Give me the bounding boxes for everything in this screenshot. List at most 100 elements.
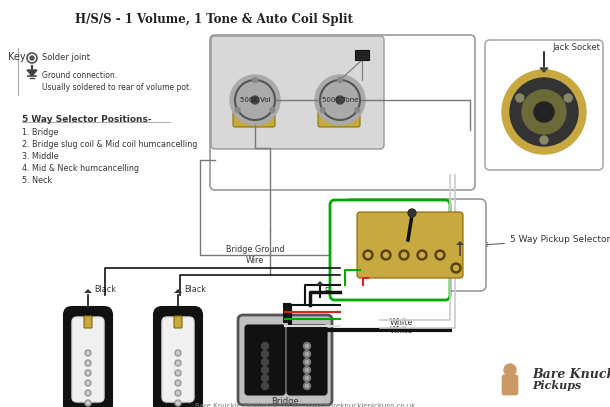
Circle shape [262, 383, 268, 389]
Text: Black & Bare: Black & Bare [325, 287, 377, 295]
Circle shape [306, 361, 309, 363]
Circle shape [262, 350, 268, 357]
Text: 500C Tone: 500C Tone [322, 97, 358, 103]
Circle shape [230, 75, 280, 125]
Circle shape [176, 381, 179, 385]
Circle shape [85, 370, 91, 376]
FancyBboxPatch shape [162, 317, 194, 402]
Circle shape [175, 350, 181, 356]
Polygon shape [84, 289, 92, 293]
Text: 1. Bridge: 1. Bridge [22, 128, 59, 137]
Circle shape [85, 380, 91, 386]
Circle shape [176, 392, 179, 394]
Circle shape [85, 390, 91, 396]
FancyBboxPatch shape [245, 325, 285, 395]
Circle shape [504, 364, 516, 376]
Circle shape [87, 381, 90, 385]
Circle shape [384, 252, 389, 258]
Text: 500K Vol: 500K Vol [240, 97, 270, 103]
FancyBboxPatch shape [84, 316, 92, 328]
Circle shape [87, 352, 90, 354]
Text: Green & White: Green & White [340, 218, 402, 227]
Text: 5 Way Pickup Selector: 5 Way Pickup Selector [484, 236, 610, 246]
Circle shape [85, 350, 91, 356]
Text: Ground connection.
Usually soldered to rear of volume pot.: Ground connection. Usually soldered to r… [42, 71, 192, 92]
FancyBboxPatch shape [330, 200, 450, 300]
FancyBboxPatch shape [485, 40, 603, 170]
Circle shape [355, 107, 360, 112]
Circle shape [540, 136, 548, 144]
Circle shape [176, 352, 179, 354]
Circle shape [399, 250, 409, 260]
FancyBboxPatch shape [64, 307, 112, 407]
Circle shape [304, 343, 310, 350]
Circle shape [306, 376, 309, 379]
Circle shape [315, 75, 365, 125]
Circle shape [401, 252, 406, 258]
Circle shape [262, 366, 268, 374]
Text: Solder joint: Solder joint [42, 53, 90, 63]
Circle shape [306, 368, 309, 372]
Circle shape [270, 107, 275, 112]
Circle shape [85, 400, 91, 406]
Circle shape [30, 56, 34, 60]
Circle shape [175, 390, 181, 396]
Text: H/S/S - 1 Volume, 1 Tone & Auto Coil Split: H/S/S - 1 Volume, 1 Tone & Auto Coil Spl… [75, 13, 353, 26]
Circle shape [304, 366, 310, 374]
Circle shape [175, 400, 181, 406]
Circle shape [306, 385, 309, 387]
Circle shape [304, 350, 310, 357]
Text: 3. Middle: 3. Middle [22, 152, 59, 161]
Circle shape [87, 361, 90, 365]
Circle shape [253, 77, 257, 83]
Text: Bridge
Pickup: Bridge Pickup [271, 397, 299, 407]
Polygon shape [316, 281, 324, 285]
Circle shape [363, 250, 373, 260]
Circle shape [304, 383, 310, 389]
Circle shape [175, 360, 181, 366]
Circle shape [87, 392, 90, 394]
Circle shape [451, 263, 461, 273]
Text: Jack Socket: Jack Socket [552, 42, 600, 52]
Circle shape [515, 94, 524, 102]
FancyBboxPatch shape [211, 36, 384, 149]
Text: Bare Knuckle Pickups © 2010   www.bareknucklepickups.co.uk: Bare Knuckle Pickups © 2010 www.bareknuc… [195, 402, 415, 407]
FancyBboxPatch shape [238, 315, 332, 405]
Circle shape [176, 372, 179, 374]
Circle shape [306, 344, 309, 348]
Circle shape [437, 252, 442, 258]
Circle shape [320, 107, 325, 112]
Circle shape [534, 102, 554, 122]
Text: 2. Bridge slug coil & Mid coil humcancelling: 2. Bridge slug coil & Mid coil humcancel… [22, 140, 198, 149]
Text: Pickups: Pickups [532, 380, 581, 391]
Circle shape [408, 209, 416, 217]
Circle shape [306, 352, 309, 355]
Text: White: White [390, 318, 413, 327]
Text: Neck
Pickup: Neck Pickup [74, 397, 102, 407]
Circle shape [262, 374, 268, 381]
Circle shape [85, 360, 91, 366]
Polygon shape [540, 68, 548, 72]
Circle shape [304, 374, 310, 381]
Circle shape [522, 90, 566, 134]
Circle shape [510, 78, 578, 146]
Circle shape [251, 96, 259, 104]
Text: 5 Way Selector Positions-: 5 Way Selector Positions- [22, 115, 152, 124]
Circle shape [417, 250, 427, 260]
Circle shape [453, 265, 459, 271]
Circle shape [87, 372, 90, 374]
Text: Key: Key [8, 52, 26, 62]
Circle shape [235, 107, 240, 112]
Circle shape [381, 250, 391, 260]
Circle shape [176, 361, 179, 365]
FancyBboxPatch shape [318, 105, 360, 127]
Circle shape [502, 70, 586, 154]
Circle shape [175, 370, 181, 376]
Text: Middle
Pickup: Middle Pickup [164, 397, 192, 407]
Circle shape [304, 359, 310, 365]
FancyBboxPatch shape [287, 325, 327, 395]
Text: 4. Mid & Neck humcancelling: 4. Mid & Neck humcancelling [22, 164, 139, 173]
FancyBboxPatch shape [502, 375, 518, 395]
Text: Bare Knuckle: Bare Knuckle [532, 368, 610, 381]
FancyBboxPatch shape [355, 50, 369, 60]
